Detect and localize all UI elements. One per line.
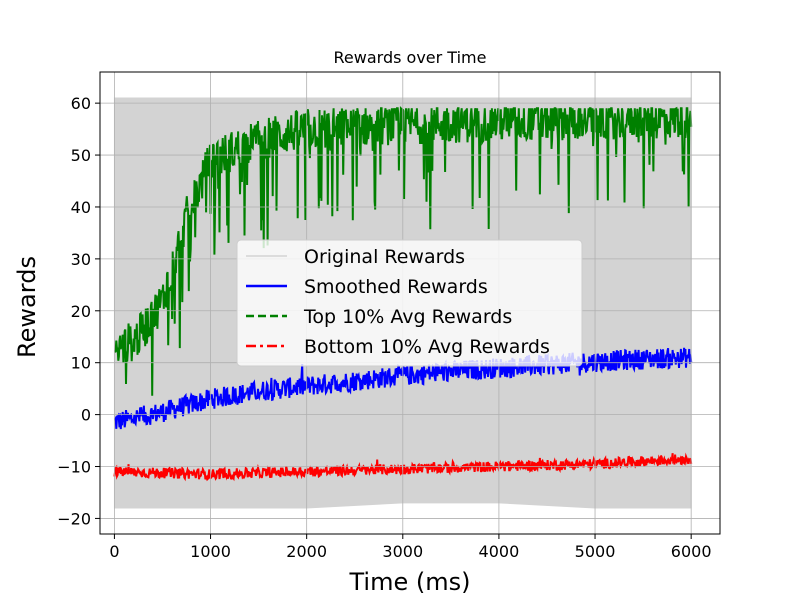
axes-frame — [99, 71, 721, 535]
y-tick-label: 50 — [71, 146, 91, 165]
x-tick-label: 5000 — [575, 542, 616, 561]
y-tick-label: 0 — [81, 406, 91, 425]
y-tick-label: 20 — [71, 302, 91, 321]
x-tick-label: 4000 — [479, 542, 520, 561]
legend: Original Rewards Smoothed Rewards Top 10% … — [236, 239, 583, 367]
x-tick-label: 1000 — [190, 542, 231, 561]
x-tick-label: 0 — [109, 542, 119, 561]
chart-title: Rewards over Time — [334, 48, 487, 67]
x-tick-label: 6000 — [671, 542, 712, 561]
x-axis-label: Time (ms) — [349, 568, 471, 596]
legend-box — [236, 239, 583, 367]
axes-layer: 0 1000 2000 3000 4000 5000 6000 −20 −10 0 10 20 30 40… — [57, 71, 721, 561]
x-tick-label: 2000 — [286, 542, 327, 561]
legend-label: Original Rewards — [304, 246, 465, 268]
y-tick-label: 60 — [71, 94, 91, 113]
y-axis-label: Rewards — [13, 256, 41, 358]
y-tick-label: −10 — [57, 458, 91, 477]
y-tick-label: 40 — [71, 198, 91, 217]
y-tick-label: 30 — [71, 250, 91, 269]
legend-label: Smoothed Rewards — [304, 276, 488, 298]
y-tick-label: −20 — [57, 509, 91, 528]
y-tick-label: 10 — [71, 354, 91, 373]
x-tick-label: 3000 — [382, 542, 423, 561]
legend-label: Bottom 10% Avg Rewards — [304, 336, 550, 358]
legend-label: Top 10% Avg Rewards — [303, 306, 512, 328]
